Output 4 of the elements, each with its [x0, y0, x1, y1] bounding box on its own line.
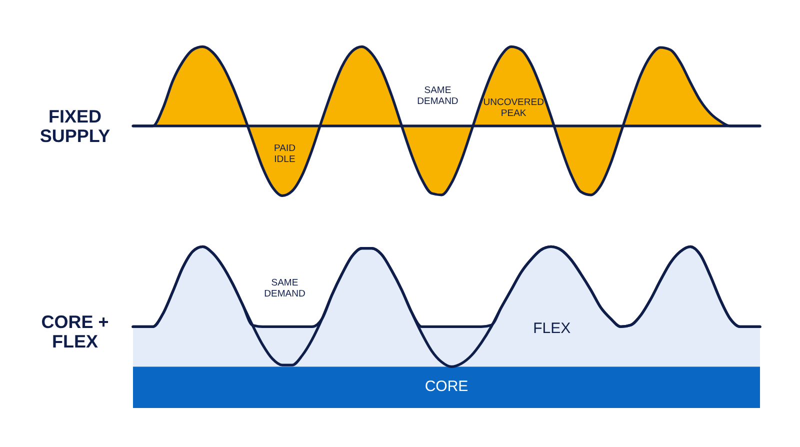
annotation: UNCOVERED PEAK [483, 96, 544, 119]
y-axis-title: FIXED SUPPLY [40, 106, 110, 146]
annotation: SAME DEMAND [417, 84, 458, 107]
annotation: PAID IDLE [274, 143, 296, 165]
